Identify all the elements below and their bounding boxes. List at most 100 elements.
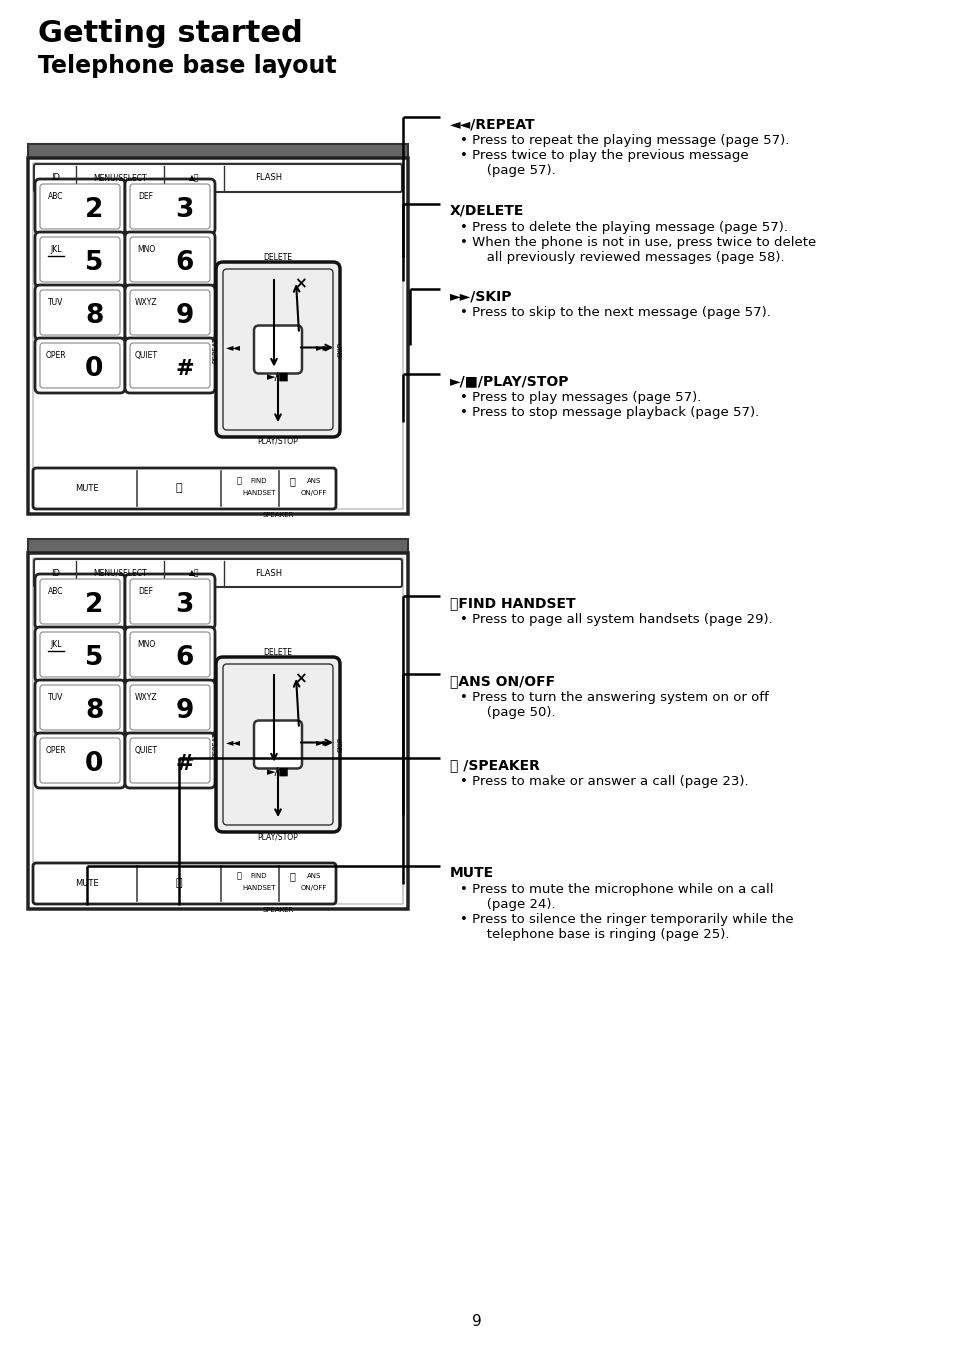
Bar: [28, 539, 408, 552]
FancyBboxPatch shape: [130, 580, 210, 624]
Text: ►►: ►►: [315, 343, 330, 352]
FancyBboxPatch shape: [125, 574, 214, 630]
FancyBboxPatch shape: [253, 325, 302, 374]
Text: • Press to mute the microphone while on a call: • Press to mute the microphone while on …: [459, 883, 773, 896]
FancyBboxPatch shape: [130, 738, 210, 783]
Text: 9: 9: [175, 699, 193, 724]
Text: 3: 3: [175, 592, 193, 617]
Text: ►/■: ►/■: [266, 766, 289, 776]
FancyBboxPatch shape: [35, 574, 125, 630]
Text: 6: 6: [175, 250, 193, 276]
Text: ►►: ►►: [315, 738, 330, 747]
Text: MUTE: MUTE: [75, 879, 99, 888]
Text: ⏻: ⏻: [290, 871, 295, 881]
Text: JKL: JKL: [51, 640, 62, 649]
Text: FIND: FIND: [251, 873, 267, 879]
Text: ANS: ANS: [307, 478, 321, 483]
Text: PLAY/STOP: PLAY/STOP: [257, 831, 298, 841]
Text: • Press to play messages (page 57).: • Press to play messages (page 57).: [459, 391, 700, 403]
FancyBboxPatch shape: [35, 179, 125, 234]
Text: Telephone base layout: Telephone base layout: [38, 54, 336, 79]
Text: DELETE: DELETE: [263, 253, 293, 263]
Text: (page 24).: (page 24).: [474, 898, 555, 911]
Text: MUTE: MUTE: [450, 867, 494, 880]
FancyBboxPatch shape: [130, 237, 210, 282]
FancyBboxPatch shape: [125, 733, 214, 788]
Text: ×: ×: [294, 276, 306, 291]
Text: 0: 0: [85, 751, 104, 777]
Text: #: #: [175, 359, 193, 379]
Text: REPEAT: REPEAT: [212, 731, 218, 757]
Text: ⏻ANS ON/OFF: ⏻ANS ON/OFF: [450, 674, 555, 688]
Text: ABC: ABC: [49, 588, 64, 596]
Text: ⏻: ⏻: [290, 475, 295, 486]
FancyBboxPatch shape: [40, 632, 120, 677]
Text: • Press twice to play the previous message: • Press twice to play the previous messa…: [459, 149, 748, 162]
Text: ◄◄: ◄◄: [225, 738, 240, 747]
FancyBboxPatch shape: [125, 680, 214, 735]
FancyBboxPatch shape: [40, 738, 120, 783]
Text: FIND: FIND: [251, 478, 267, 483]
FancyBboxPatch shape: [125, 232, 214, 287]
Text: • Press to page all system handsets (page 29).: • Press to page all system handsets (pag…: [459, 613, 772, 626]
Text: ◄◄: ◄◄: [225, 343, 240, 352]
Text: 🔊: 🔊: [175, 483, 182, 493]
Text: TUV: TUV: [49, 693, 64, 703]
Text: FLASH: FLASH: [255, 173, 282, 183]
Text: (page 50).: (page 50).: [474, 705, 555, 719]
Text: ◄◄/REPEAT: ◄◄/REPEAT: [450, 116, 535, 131]
FancyBboxPatch shape: [35, 232, 125, 287]
Text: 8: 8: [85, 699, 104, 724]
Text: DEF: DEF: [138, 192, 153, 202]
Text: ID: ID: [51, 569, 60, 578]
Text: (page 57).: (page 57).: [474, 164, 556, 177]
FancyBboxPatch shape: [35, 627, 125, 682]
FancyBboxPatch shape: [130, 184, 210, 229]
FancyBboxPatch shape: [215, 657, 339, 831]
Text: 📱: 📱: [236, 477, 242, 485]
Text: ON/OFF: ON/OFF: [300, 490, 327, 496]
Text: PLAY/STOP: PLAY/STOP: [257, 437, 298, 445]
Text: ID: ID: [51, 173, 60, 183]
FancyBboxPatch shape: [40, 290, 120, 334]
Text: HANDSET: HANDSET: [242, 884, 275, 891]
Text: 📱: 📱: [236, 872, 242, 880]
Text: SPEAKER: SPEAKER: [262, 907, 294, 913]
Text: ►/■/PLAY/STOP: ►/■/PLAY/STOP: [450, 374, 569, 389]
Text: 2: 2: [85, 198, 104, 223]
Text: FLASH: FLASH: [255, 569, 282, 578]
Text: • Press to skip to the next message (page 57).: • Press to skip to the next message (pag…: [459, 306, 770, 320]
FancyBboxPatch shape: [125, 179, 214, 234]
Text: • Press to make or answer a call (page 23).: • Press to make or answer a call (page 2…: [459, 774, 748, 788]
FancyBboxPatch shape: [40, 580, 120, 624]
Text: • Press to silence the ringer temporarily while the: • Press to silence the ringer temporaril…: [459, 913, 793, 926]
Text: QUIET: QUIET: [134, 351, 157, 360]
Text: • Press to repeat the playing message (page 57).: • Press to repeat the playing message (p…: [459, 134, 788, 148]
FancyBboxPatch shape: [40, 343, 120, 389]
Text: 2: 2: [85, 592, 104, 617]
Text: SKIP: SKIP: [337, 343, 344, 357]
Text: REPEAT: REPEAT: [212, 336, 218, 363]
FancyBboxPatch shape: [40, 237, 120, 282]
Text: Getting started: Getting started: [38, 19, 302, 47]
FancyBboxPatch shape: [40, 184, 120, 229]
FancyBboxPatch shape: [35, 680, 125, 735]
Text: DEF: DEF: [138, 588, 153, 596]
Text: 5: 5: [85, 645, 104, 672]
Text: MNO: MNO: [136, 640, 155, 649]
Text: telephone base is ringing (page 25).: telephone base is ringing (page 25).: [474, 927, 729, 941]
Bar: [28, 144, 408, 158]
FancyBboxPatch shape: [130, 685, 210, 730]
Text: MNO: MNO: [136, 245, 155, 255]
Text: QUIET: QUIET: [134, 746, 157, 756]
FancyBboxPatch shape: [28, 158, 408, 515]
Text: ►►/SKIP: ►►/SKIP: [450, 288, 512, 303]
Text: • Press to stop message playback (page 57).: • Press to stop message playback (page 5…: [459, 406, 759, 418]
Text: 3: 3: [175, 198, 193, 223]
Text: MUTE: MUTE: [75, 483, 99, 493]
Text: 🔊 /SPEAKER: 🔊 /SPEAKER: [450, 758, 539, 772]
Text: #: #: [175, 754, 193, 774]
Text: 9: 9: [175, 303, 193, 329]
Text: OPER: OPER: [46, 351, 67, 360]
Text: ANS: ANS: [307, 873, 321, 879]
